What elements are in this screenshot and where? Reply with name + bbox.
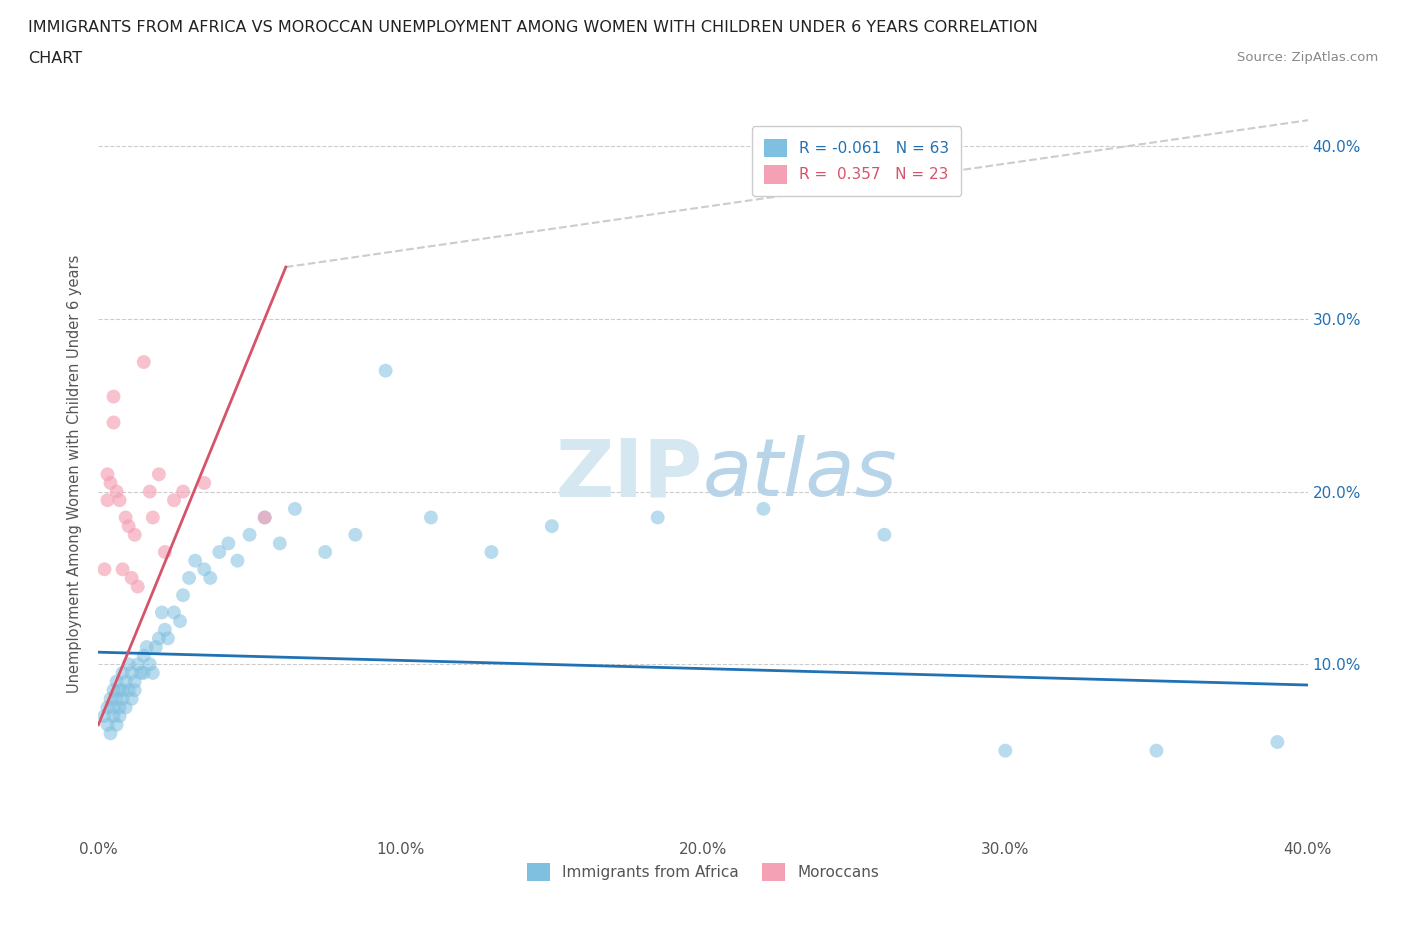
Point bbox=[179, 570, 201, 585]
Point bbox=[314, 545, 336, 560]
Point bbox=[481, 545, 503, 560]
Point bbox=[269, 536, 291, 551]
Point bbox=[108, 683, 131, 698]
Point bbox=[284, 501, 307, 516]
Point bbox=[647, 510, 669, 525]
Point bbox=[127, 657, 149, 671]
Text: CHART: CHART bbox=[28, 51, 82, 66]
Text: Source: ZipAtlas.com: Source: ZipAtlas.com bbox=[1237, 51, 1378, 64]
Point bbox=[150, 605, 173, 620]
Y-axis label: Unemployment Among Women with Children Under 6 years: Unemployment Among Women with Children U… bbox=[67, 255, 83, 694]
Point bbox=[139, 657, 162, 671]
Point bbox=[96, 493, 118, 508]
Point bbox=[540, 519, 562, 534]
Point bbox=[142, 666, 165, 681]
Point bbox=[114, 510, 136, 525]
Point bbox=[121, 570, 143, 585]
Point bbox=[108, 493, 131, 508]
Point bbox=[132, 354, 155, 369]
Point bbox=[100, 475, 122, 490]
Point bbox=[96, 467, 118, 482]
Point bbox=[172, 485, 194, 499]
Point bbox=[153, 622, 176, 637]
Point bbox=[153, 545, 176, 560]
Point bbox=[96, 717, 118, 732]
Point bbox=[200, 570, 222, 585]
Point bbox=[111, 691, 134, 706]
Point bbox=[163, 605, 186, 620]
Text: IMMIGRANTS FROM AFRICA VS MOROCCAN UNEMPLOYMENT AMONG WOMEN WITH CHILDREN UNDER : IMMIGRANTS FROM AFRICA VS MOROCCAN UNEMP… bbox=[28, 20, 1038, 35]
Point bbox=[1144, 743, 1167, 758]
Point bbox=[344, 527, 367, 542]
Point bbox=[1267, 735, 1289, 750]
Point bbox=[145, 640, 167, 655]
Point bbox=[124, 674, 146, 689]
Point bbox=[873, 527, 896, 542]
Point bbox=[420, 510, 443, 525]
Point bbox=[169, 614, 191, 629]
Point bbox=[111, 666, 134, 681]
Point bbox=[103, 415, 125, 430]
Point bbox=[118, 657, 141, 671]
Point bbox=[132, 666, 155, 681]
Point bbox=[118, 683, 141, 698]
Point bbox=[103, 709, 125, 724]
Point bbox=[124, 527, 146, 542]
Point bbox=[108, 700, 131, 715]
Point bbox=[96, 700, 118, 715]
Point bbox=[111, 562, 134, 577]
Point bbox=[142, 510, 165, 525]
Point bbox=[103, 683, 125, 698]
Point bbox=[193, 562, 215, 577]
Point bbox=[105, 691, 128, 706]
Point bbox=[114, 700, 136, 715]
Point bbox=[100, 691, 122, 706]
Point bbox=[100, 726, 122, 741]
Point bbox=[193, 475, 215, 490]
Point bbox=[994, 743, 1017, 758]
Point bbox=[105, 485, 128, 499]
Point bbox=[148, 467, 170, 482]
Point bbox=[103, 700, 125, 715]
Point bbox=[127, 579, 149, 594]
Point bbox=[253, 510, 276, 525]
Point bbox=[108, 709, 131, 724]
Point bbox=[129, 666, 152, 681]
Point bbox=[163, 493, 186, 508]
Point bbox=[135, 640, 157, 655]
Point bbox=[172, 588, 194, 603]
Point bbox=[208, 545, 231, 560]
Point bbox=[374, 364, 396, 379]
Point bbox=[114, 674, 136, 689]
Point bbox=[217, 536, 239, 551]
Point bbox=[121, 666, 143, 681]
Point bbox=[253, 510, 276, 525]
Legend: Immigrants from Africa, Moroccans: Immigrants from Africa, Moroccans bbox=[522, 857, 884, 887]
Point bbox=[124, 683, 146, 698]
Point bbox=[156, 631, 179, 645]
Point bbox=[184, 553, 207, 568]
Point bbox=[111, 683, 134, 698]
Point bbox=[239, 527, 262, 542]
Point bbox=[103, 389, 125, 404]
Text: ZIP: ZIP bbox=[555, 435, 703, 513]
Point bbox=[118, 519, 141, 534]
Point bbox=[148, 631, 170, 645]
Point bbox=[105, 674, 128, 689]
Point bbox=[93, 562, 115, 577]
Point bbox=[93, 709, 115, 724]
Point bbox=[105, 717, 128, 732]
Point bbox=[226, 553, 249, 568]
Point bbox=[132, 648, 155, 663]
Point bbox=[752, 501, 775, 516]
Point bbox=[121, 691, 143, 706]
Text: atlas: atlas bbox=[703, 435, 898, 513]
Point bbox=[139, 485, 162, 499]
